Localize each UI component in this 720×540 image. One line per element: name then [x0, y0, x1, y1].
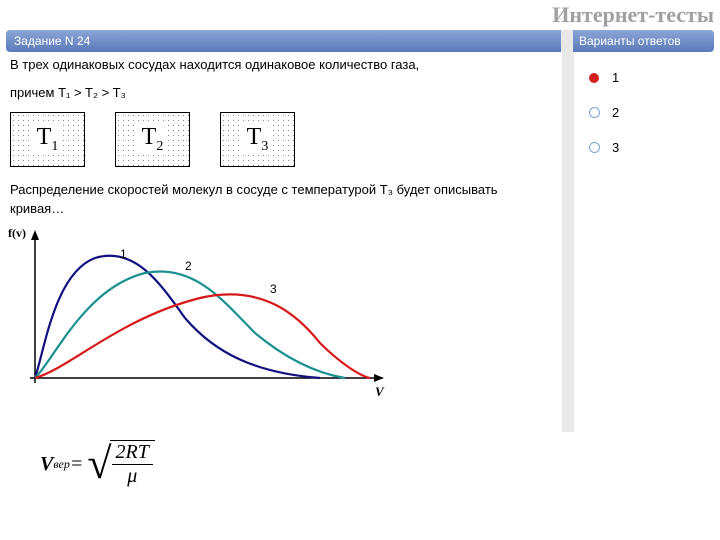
formula-v: V: [40, 453, 53, 476]
svg-text:1: 1: [120, 247, 127, 261]
svg-text:3: 3: [270, 282, 277, 296]
vessel-1-t: T: [37, 124, 52, 150]
answer-1-label: 1: [612, 70, 619, 85]
svg-text:V: V: [375, 384, 385, 399]
gutter: [562, 52, 574, 432]
radio-1[interactable]: [588, 72, 600, 84]
answer-option-3[interactable]: 3: [588, 140, 708, 155]
answer-option-2[interactable]: 2: [588, 105, 708, 120]
answer-3-label: 3: [612, 140, 619, 155]
fraction: 2RT μ: [110, 440, 155, 488]
vessel-2-t: T: [142, 124, 157, 150]
formula-sub: вер: [53, 457, 70, 472]
answers-panel: 1 2 3: [588, 70, 708, 175]
y-axis-label: f(v): [8, 226, 26, 241]
vessel-1: T1: [10, 112, 85, 167]
distribution-chart: f(v) V 1 2 3: [10, 228, 410, 408]
inequality: T₁ > T₂ > T₃: [58, 85, 126, 100]
vessel-2: T2: [115, 112, 190, 167]
vessel-1-sub: 1: [51, 139, 58, 154]
header-spacer: [561, 30, 573, 52]
header-bar: Задание N 24 Варианты ответов: [6, 30, 714, 52]
answers-header: Варианты ответов: [573, 30, 714, 52]
problem-line2-prefix: причем: [10, 85, 58, 100]
vessel-3-t: T: [247, 124, 262, 150]
problem-line2: причем T₁ > T₂ > T₃: [10, 84, 555, 102]
formula: Vвер = √ 2RT μ: [40, 440, 155, 488]
question-panel: В трех одинаковых сосудах находится один…: [10, 56, 555, 408]
fraction-num: 2RT: [112, 441, 153, 465]
radio-empty-icon: [589, 142, 600, 153]
problem-line1: В трех одинаковых сосудах находится один…: [10, 56, 555, 74]
vessel-row: T1 T2 T3: [10, 112, 555, 167]
sqrt-sign: √: [87, 449, 111, 480]
chart-svg: V 1 2 3: [10, 228, 410, 408]
sqrt: √ 2RT μ: [87, 440, 155, 488]
radio-filled-icon: [589, 73, 599, 83]
vessel-2-sub: 2: [156, 139, 163, 154]
svg-text:2: 2: [185, 259, 192, 273]
answer-2-label: 2: [612, 105, 619, 120]
vessel-3: T3: [220, 112, 295, 167]
fraction-den: μ: [123, 465, 141, 488]
vessel-3-sub: 3: [261, 139, 268, 154]
radio-3[interactable]: [588, 142, 600, 154]
page-title: Интернет-тесты: [552, 2, 714, 28]
radio-2[interactable]: [588, 107, 600, 119]
answer-option-1[interactable]: 1: [588, 70, 708, 85]
formula-eq: =: [70, 453, 84, 476]
task-label: Задание N 24: [6, 30, 561, 52]
problem-line3: Распределение скоростей молекул в сосуде…: [10, 181, 555, 217]
radio-empty-icon: [589, 107, 600, 118]
